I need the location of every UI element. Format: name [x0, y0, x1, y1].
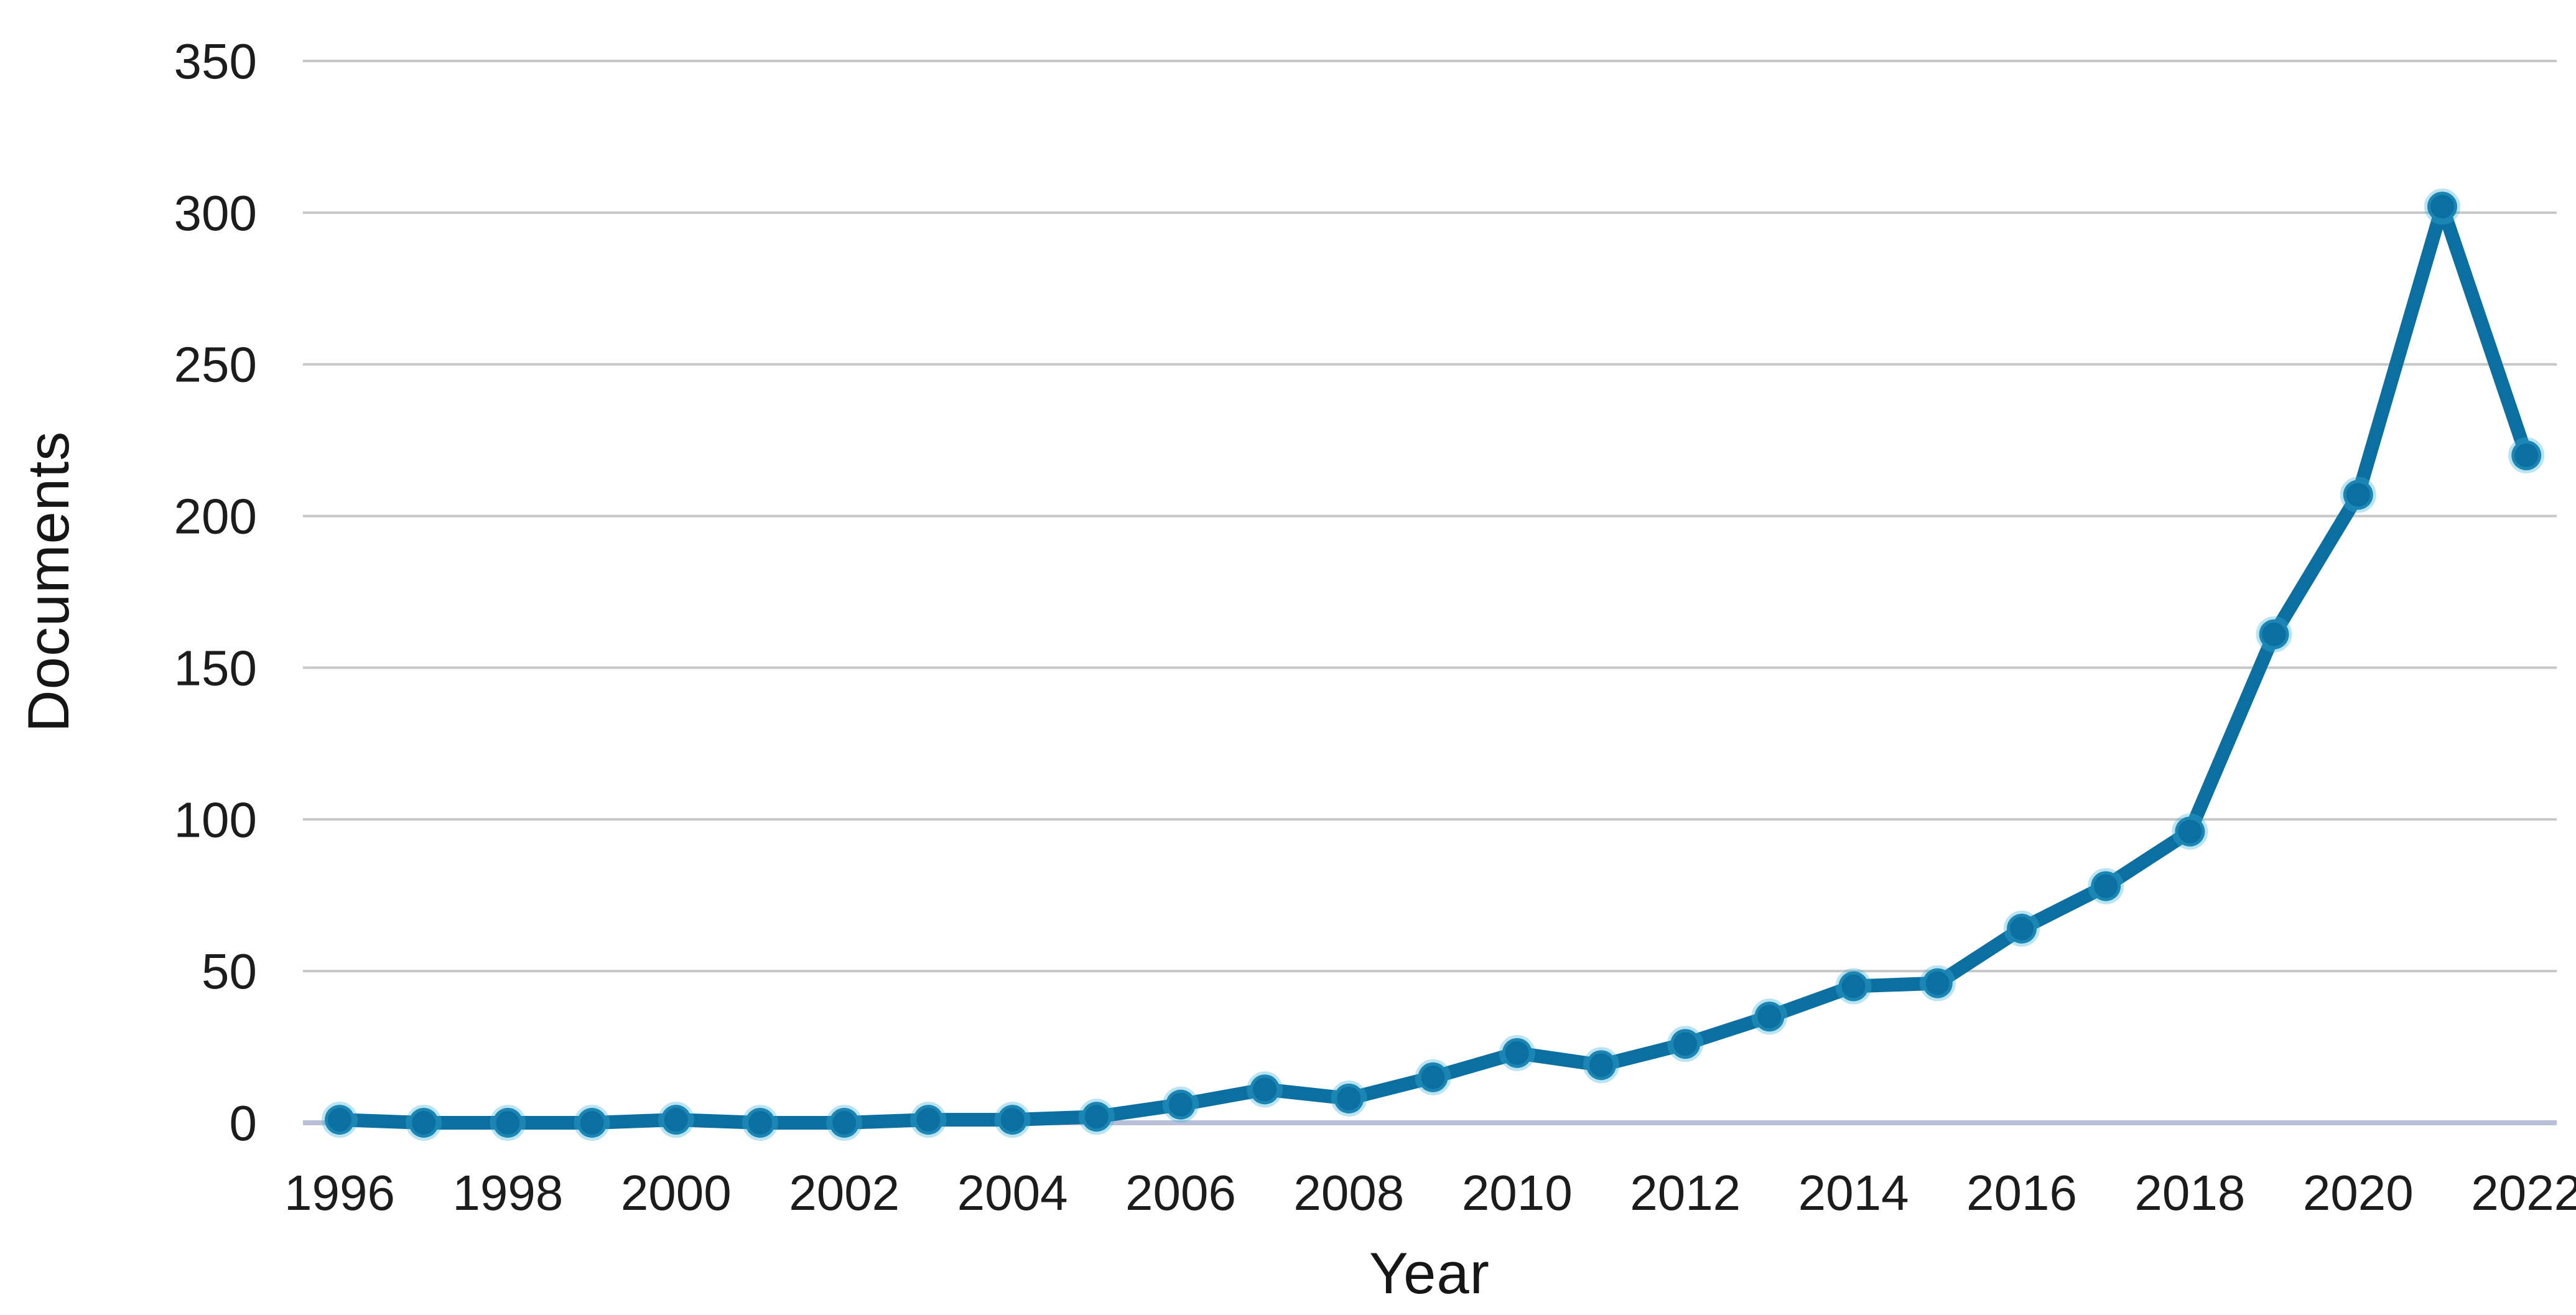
- x-tick-label: 2004: [957, 1165, 1068, 1220]
- data-point-marker: [2004, 910, 2040, 947]
- x-tick-label: 2014: [1798, 1165, 1909, 1220]
- x-tick-label: 2002: [789, 1165, 900, 1220]
- data-point-marker: [1499, 1034, 1535, 1071]
- y-tick-label: 150: [174, 640, 257, 695]
- data-point-marker: [1919, 965, 1956, 1001]
- data-point-marker: [574, 1105, 610, 1141]
- data-point-marker: [994, 1102, 1031, 1138]
- data-point-marker: [2340, 476, 2376, 513]
- data-point-marker: [1751, 998, 1788, 1035]
- x-tick-label: 2022: [2471, 1165, 2576, 1220]
- data-point-marker: [1835, 968, 1872, 1005]
- data-point-marker: [910, 1102, 947, 1138]
- data-point-marker: [406, 1105, 442, 1141]
- x-tick-label: 2000: [621, 1165, 732, 1220]
- data-point-marker: [1415, 1059, 1451, 1095]
- y-tick-label: 50: [202, 944, 257, 999]
- data-point-marker: [658, 1102, 694, 1138]
- data-point-marker: [322, 1102, 358, 1138]
- x-tick-label: 2008: [1293, 1165, 1404, 1220]
- data-point-marker: [2256, 616, 2292, 653]
- x-tick-label: 1998: [452, 1165, 563, 1220]
- data-point-marker: [1331, 1080, 1367, 1117]
- y-tick-label: 100: [174, 792, 257, 847]
- x-tick-label: 2006: [1125, 1165, 1236, 1220]
- y-tick-label: 0: [230, 1095, 258, 1151]
- x-tick-label: 1996: [284, 1165, 395, 1220]
- x-tick-label: 2020: [2303, 1165, 2414, 1220]
- trend-line: [333, 200, 2534, 1130]
- x-tick-label: 2018: [2134, 1165, 2245, 1220]
- y-tick-label: 300: [174, 185, 257, 241]
- data-point-marker: [490, 1105, 526, 1141]
- y-tick-label: 200: [174, 489, 257, 544]
- data-point-marker: [2508, 437, 2545, 474]
- x-tick-label: 2012: [1630, 1165, 1741, 1220]
- data-point-marker: [1247, 1071, 1283, 1108]
- x-tick-label: 2016: [1966, 1165, 2077, 1220]
- y-tick-label: 350: [174, 34, 257, 89]
- data-point-marker: [1078, 1099, 1115, 1135]
- data-point-marker: [742, 1105, 778, 1141]
- y-tick-label: 250: [174, 337, 257, 393]
- data-point-marker: [1667, 1026, 1704, 1062]
- data-point-marker: [2088, 868, 2124, 904]
- data-point-marker: [1583, 1047, 1619, 1084]
- data-point-marker: [2172, 813, 2208, 850]
- data-point-marker: [1163, 1086, 1199, 1123]
- data-point-marker: [826, 1105, 863, 1141]
- x-tick-label: 2010: [1462, 1165, 1573, 1220]
- data-point-marker: [2424, 188, 2460, 225]
- y-axis-title: Documents: [16, 430, 81, 733]
- x-axis-title: Year: [1369, 1240, 1490, 1306]
